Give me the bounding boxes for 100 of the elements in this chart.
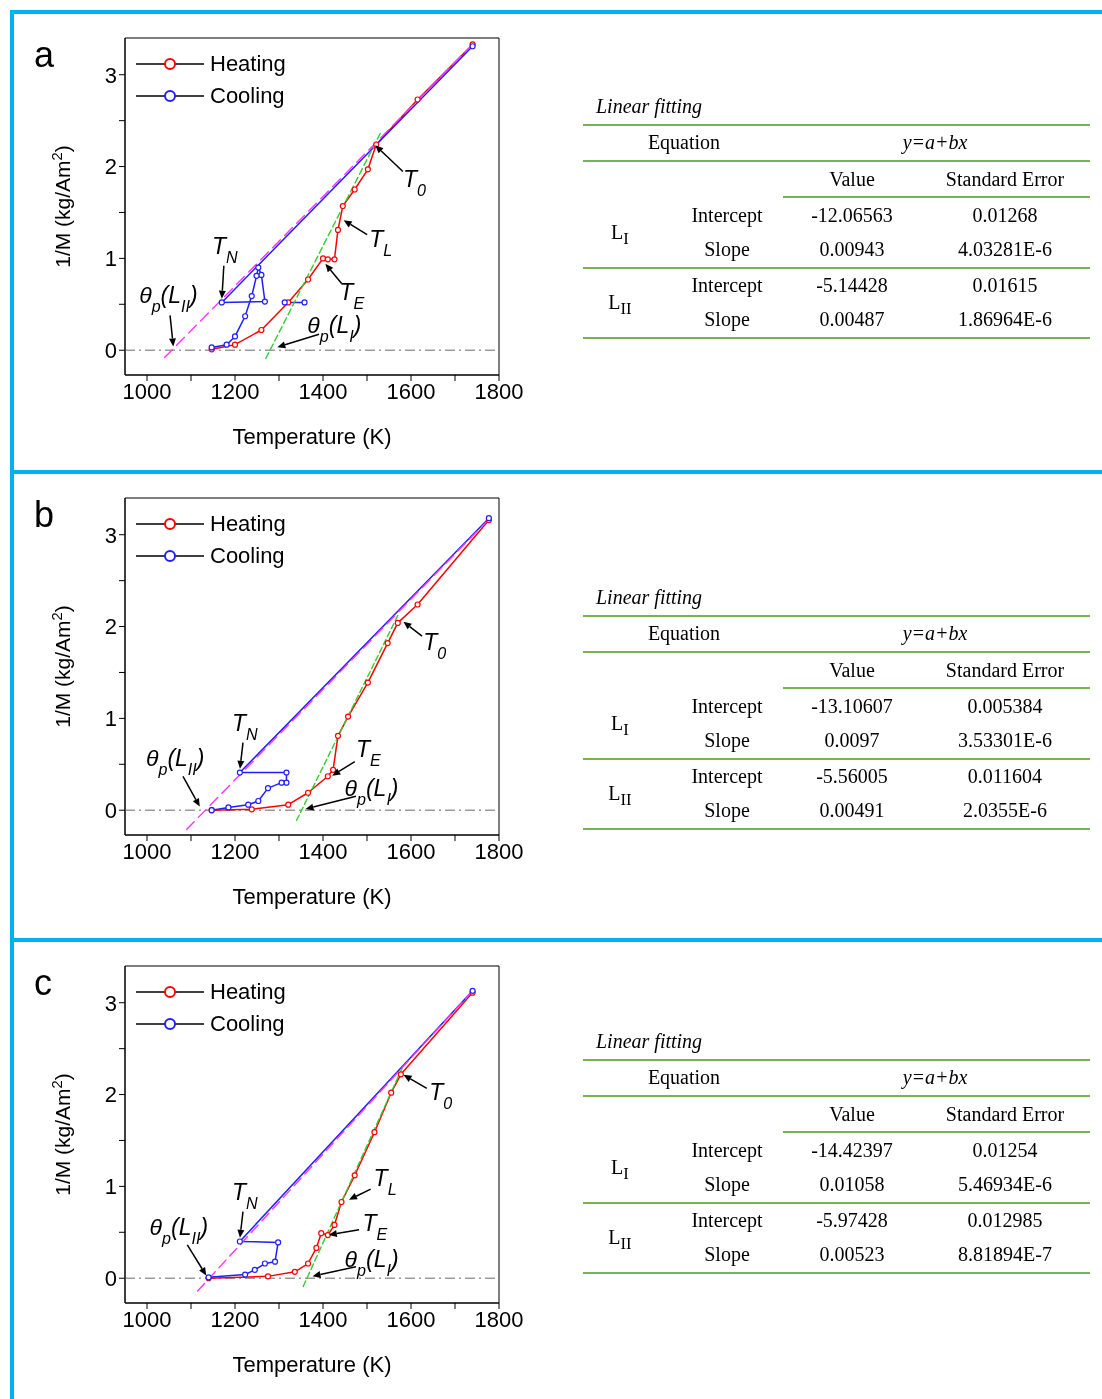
y-tick-label: 0 — [104, 338, 117, 364]
text: L$_{I}$ — [611, 221, 629, 248]
annotation: θ$_{p}$(L$_{I}$) — [344, 775, 399, 809]
text: Linear fitting — [596, 1030, 703, 1053]
annotation: T$_{E}$ — [339, 278, 365, 312]
text: L$_{II}$ — [608, 1226, 632, 1253]
legend-label: Heating — [210, 511, 286, 537]
text: 0.00523 — [818, 1243, 886, 1266]
annotation: T$_{N}$ — [211, 232, 239, 266]
text: Intercept — [691, 1209, 763, 1231]
text: L$_{I}$ — [611, 712, 629, 739]
text: -5.97428 — [816, 1209, 888, 1231]
text: Intercept — [691, 1139, 763, 1161]
y-tick-label: 3 — [104, 990, 117, 1016]
text: Slope — [704, 1243, 750, 1265]
x-axis-title: Temperature (K) — [232, 424, 392, 449]
text: 0.011604 — [966, 765, 1044, 788]
text: 0.01615 — [971, 274, 1039, 297]
text: Intercept — [691, 274, 763, 296]
x-tick-label: 1600 — [386, 378, 436, 404]
text: Value — [829, 1103, 875, 1125]
text: 0.00943 — [818, 238, 886, 261]
x-axis-title: Temperature (K) — [232, 884, 392, 909]
text: Intercept — [691, 695, 763, 717]
text: Intercept — [691, 765, 763, 787]
y-tick-label: 2 — [104, 1082, 117, 1108]
text: 0.012985 — [966, 1209, 1044, 1232]
text: L$_{I}$ — [611, 1156, 629, 1183]
text: Slope — [704, 1173, 750, 1195]
text: 0.00491 — [818, 799, 886, 822]
legend-label: Cooling — [210, 543, 285, 569]
text: Slope — [704, 238, 750, 260]
annotation: T$_{N}$ — [232, 1178, 259, 1212]
annotation: T$_{E}$ — [362, 1210, 388, 1244]
text: 1.86964E-6 — [957, 308, 1053, 331]
text: c — [34, 962, 52, 1004]
x-tick-label: 1400 — [298, 1306, 348, 1332]
y-tick-label: 3 — [104, 62, 117, 88]
y-tick-label: 1 — [104, 706, 117, 732]
text: 0.00487 — [818, 308, 886, 331]
text: L$_{II}$ — [608, 291, 632, 318]
annotation: T$_{0}$ — [402, 165, 427, 199]
y-tick-label: 2 — [104, 154, 117, 180]
text: -14.42397 — [811, 1139, 893, 1161]
text: 4.03281E-6 — [957, 238, 1053, 261]
text: 2.0355E-6 — [962, 799, 1048, 822]
legend-label: Heating — [210, 979, 286, 1005]
text: Slope — [704, 729, 750, 751]
text: y=a+bx — [900, 131, 969, 154]
y-tick-label: 1 — [104, 1174, 117, 1200]
annotation: θ$_{p}$(L$_{I}$) — [307, 312, 362, 346]
text: y=a+bx — [900, 622, 969, 645]
text: Equation — [646, 131, 722, 154]
y-tick-label: 3 — [104, 522, 117, 548]
annotation: T$_{L}$ — [373, 1165, 397, 1199]
text: Value — [829, 168, 875, 190]
y-tick-label: 1 — [104, 246, 117, 272]
text: 0.0097 — [823, 729, 881, 752]
text: L$_{II}$ — [608, 782, 632, 809]
legend-label: Heating — [210, 51, 286, 77]
text: Standard Error — [944, 1103, 1066, 1126]
text: Equation — [646, 1066, 722, 1089]
x-axis-title: Temperature (K) — [232, 1352, 392, 1377]
y-tick-label: 0 — [104, 1266, 117, 1292]
text: 0.01268 — [971, 204, 1039, 227]
text: Standard Error — [944, 168, 1066, 191]
text: 5.46934E-6 — [957, 1173, 1053, 1196]
x-tick-label: 1000 — [122, 378, 172, 404]
text: 0.005384 — [966, 695, 1044, 718]
x-tick-label: 1400 — [298, 378, 348, 404]
annotation: T$_{0}$ — [429, 1079, 453, 1113]
annotation: T$_{E}$ — [355, 736, 382, 770]
text: Slope — [704, 308, 750, 330]
x-tick-label: 1000 — [122, 1306, 172, 1332]
text: 0.01058 — [818, 1173, 886, 1196]
x-tick-label: 1800 — [474, 378, 524, 404]
x-tick-label: 1600 — [386, 838, 436, 864]
x-tick-label: 1400 — [298, 838, 348, 864]
annotation: T$_{L}$ — [369, 225, 393, 259]
x-tick-label: 1200 — [210, 1306, 260, 1332]
legend-label: Cooling — [210, 83, 285, 109]
text: -5.14428 — [816, 274, 888, 296]
x-tick-label: 1800 — [474, 838, 524, 864]
text: -13.10607 — [811, 695, 893, 717]
x-tick-label: 1800 — [474, 1306, 524, 1332]
legend-label: Cooling — [210, 1011, 285, 1037]
annotation: θ$_{p}$(L$_{I}$) — [344, 1246, 399, 1280]
x-tick-label: 1200 — [210, 838, 260, 864]
text: y=a+bx — [900, 1066, 969, 1089]
text: a — [34, 34, 55, 76]
annotation: θ$_{p}$(L$_{II}$) — [145, 745, 205, 779]
text: Slope — [704, 799, 750, 821]
annotation: θ$_{p}$(L$_{II}$) — [149, 1214, 209, 1248]
x-tick-label: 1000 — [122, 838, 172, 864]
text: Equation — [646, 622, 722, 645]
text: b — [34, 494, 55, 536]
annotation: θ$_{p}$(L$_{II}$) — [139, 282, 198, 316]
text: 3.53301E-6 — [957, 729, 1053, 752]
text: -12.06563 — [811, 204, 893, 226]
text: Linear fitting — [596, 586, 703, 609]
